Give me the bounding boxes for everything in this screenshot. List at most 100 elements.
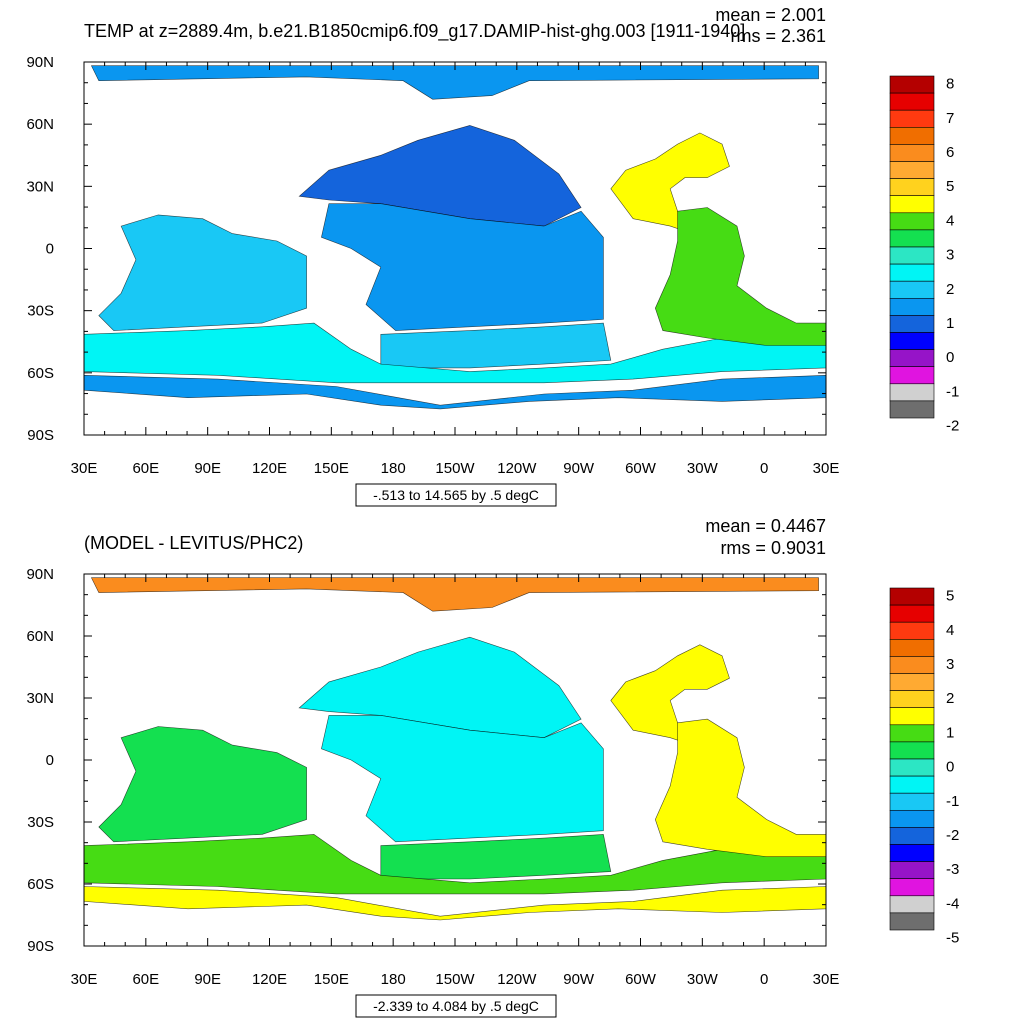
x-tick-label: 30W: [687, 971, 719, 988]
y-tick-label: 60N: [26, 628, 54, 645]
region-south-atlantic: [654, 718, 827, 858]
bottom-y-ticks: 90N 60N 30N 0 30S 60S 90S: [26, 566, 826, 955]
top-rms: rms = 2.361: [730, 26, 826, 46]
region-south-atlantic: [654, 207, 827, 346]
y-tick-label: 30N: [26, 178, 54, 195]
y-tick-label: 60S: [27, 876, 54, 893]
colorbar-swatch: [889, 383, 935, 402]
colorbar-swatch: [889, 212, 935, 231]
colorbar-label: 5: [946, 178, 954, 195]
colorbar-swatch: [889, 758, 935, 777]
x-tick-label: 150E: [314, 971, 349, 988]
colorbar-swatch: [889, 827, 935, 845]
y-tick-label: 90S: [27, 427, 54, 444]
x-tick-label: 60W: [625, 460, 657, 477]
bottom-mean: mean = 0.4467: [705, 516, 826, 536]
x-tick-label: 60E: [132, 460, 159, 477]
bottom-range-box: [355, 994, 557, 1018]
colorbar-label: -1: [946, 383, 959, 400]
colorbar-swatch: [889, 587, 935, 606]
x-tick-label: 180: [381, 971, 406, 988]
colorbar-swatch: [889, 741, 935, 760]
x-tick-label: 180: [381, 460, 406, 477]
colorbar-label: -3: [946, 861, 959, 878]
y-tick-label: 60N: [26, 116, 54, 133]
bottom-map: [83, 577, 827, 921]
top-colorbar: 8 7 6 5 4 3 2 1 0 -1 -2: [889, 75, 959, 435]
colorbar-swatch: [889, 861, 935, 879]
region-central-pacific: [321, 715, 604, 843]
x-tick-label: 30E: [813, 460, 840, 477]
top-panel: TEMP at z=2889.4m, b.e21.B1850cmip6.f09_…: [26, 5, 959, 507]
y-tick-label: 90S: [27, 938, 54, 955]
colorbar-swatch: [889, 263, 935, 282]
top-range-label: -.513 to 14.565 by .5 degC: [373, 487, 539, 503]
colorbar-swatch: [889, 332, 935, 350]
y-tick-label: 90N: [26, 566, 54, 583]
colorbar-label: 5: [946, 588, 954, 605]
colorbar-swatch: [889, 195, 935, 214]
colorbar-swatch: [889, 673, 935, 691]
colorbar-label: 4: [946, 622, 954, 639]
y-tick-label: 60S: [27, 365, 54, 382]
colorbar-swatch: [889, 707, 935, 726]
colorbar-swatch: [889, 366, 935, 385]
bottom-colorbar: 5 4 3 2 1 0 -1 -2 -3 -4 -5: [889, 587, 959, 947]
colorbar-label: 7: [946, 110, 954, 127]
colorbar-swatch: [889, 400, 935, 419]
top-range-box: [355, 483, 557, 507]
colorbar-swatch: [889, 638, 935, 657]
colorbar-swatch: [889, 109, 935, 128]
colorbar-swatch: [889, 127, 935, 145]
x-tick-label: 30W: [687, 460, 719, 477]
x-tick-label: 120E: [252, 460, 287, 477]
top-mean: mean = 2.001: [715, 5, 826, 25]
colorbar-label: 0: [946, 759, 954, 776]
colorbar-swatch: [889, 724, 935, 743]
colorbar-swatch: [889, 75, 935, 94]
colorbar-swatch: [889, 144, 935, 162]
y-tick-label: 0: [46, 241, 54, 258]
bottom-range-label: -2.339 to 4.084 by .5 degC: [373, 998, 539, 1014]
y-tick-label: 30S: [27, 303, 54, 320]
region-central-pacific: [321, 203, 604, 331]
x-tick-label: 60E: [132, 971, 159, 988]
colorbar-swatch: [889, 656, 935, 674]
colorbar-swatch: [889, 229, 935, 248]
region-deep-south: [83, 374, 827, 410]
region-deep-south: [83, 886, 827, 921]
x-tick-label: 90E: [194, 971, 221, 988]
x-tick-label: 30E: [813, 971, 840, 988]
y-tick-label: 30N: [26, 690, 54, 707]
x-tick-label: 120E: [252, 971, 287, 988]
x-tick-label: 120W: [497, 460, 537, 477]
x-tick-label: 150W: [435, 971, 475, 988]
colorbar-label: -4: [946, 895, 959, 912]
bottom-x-ticks: 30E 60E 90E 120E 150E 180 150W 120W 90W 60W 30W 0 30…: [71, 574, 840, 988]
colorbar-swatch: [889, 621, 935, 640]
region-indian: [98, 726, 307, 843]
colorbar-swatch: [889, 178, 935, 197]
region-indian: [98, 214, 307, 331]
colorbar-swatch: [889, 878, 935, 897]
bottom-panel: (MODEL - LEVITUS/PHC2) mean = 0.4467 rms…: [26, 516, 959, 1018]
x-tick-label: 150E: [314, 460, 349, 477]
x-tick-label: 30E: [71, 971, 98, 988]
colorbar-label: 1: [946, 315, 954, 332]
x-tick-label: 90W: [563, 460, 595, 477]
colorbar-swatch: [889, 895, 935, 914]
x-tick-label: 150W: [435, 460, 475, 477]
region-arctic: [90, 577, 819, 612]
colorbar-swatch: [889, 297, 935, 316]
colorbar-swatch: [889, 161, 935, 179]
colorbar-swatch: [889, 92, 935, 111]
top-title: TEMP at z=2889.4m, b.e21.B1850cmip6.f09_…: [84, 21, 745, 42]
colorbar-label: -5: [946, 930, 959, 947]
colorbar-label: 4: [946, 212, 954, 229]
colorbar-label: 2: [946, 690, 954, 707]
bottom-title: (MODEL - LEVITUS/PHC2): [84, 533, 303, 553]
top-map: [83, 65, 827, 410]
colorbar-swatch: [889, 809, 935, 828]
colorbar-label: 0: [946, 349, 954, 366]
x-tick-label: 90E: [194, 460, 221, 477]
